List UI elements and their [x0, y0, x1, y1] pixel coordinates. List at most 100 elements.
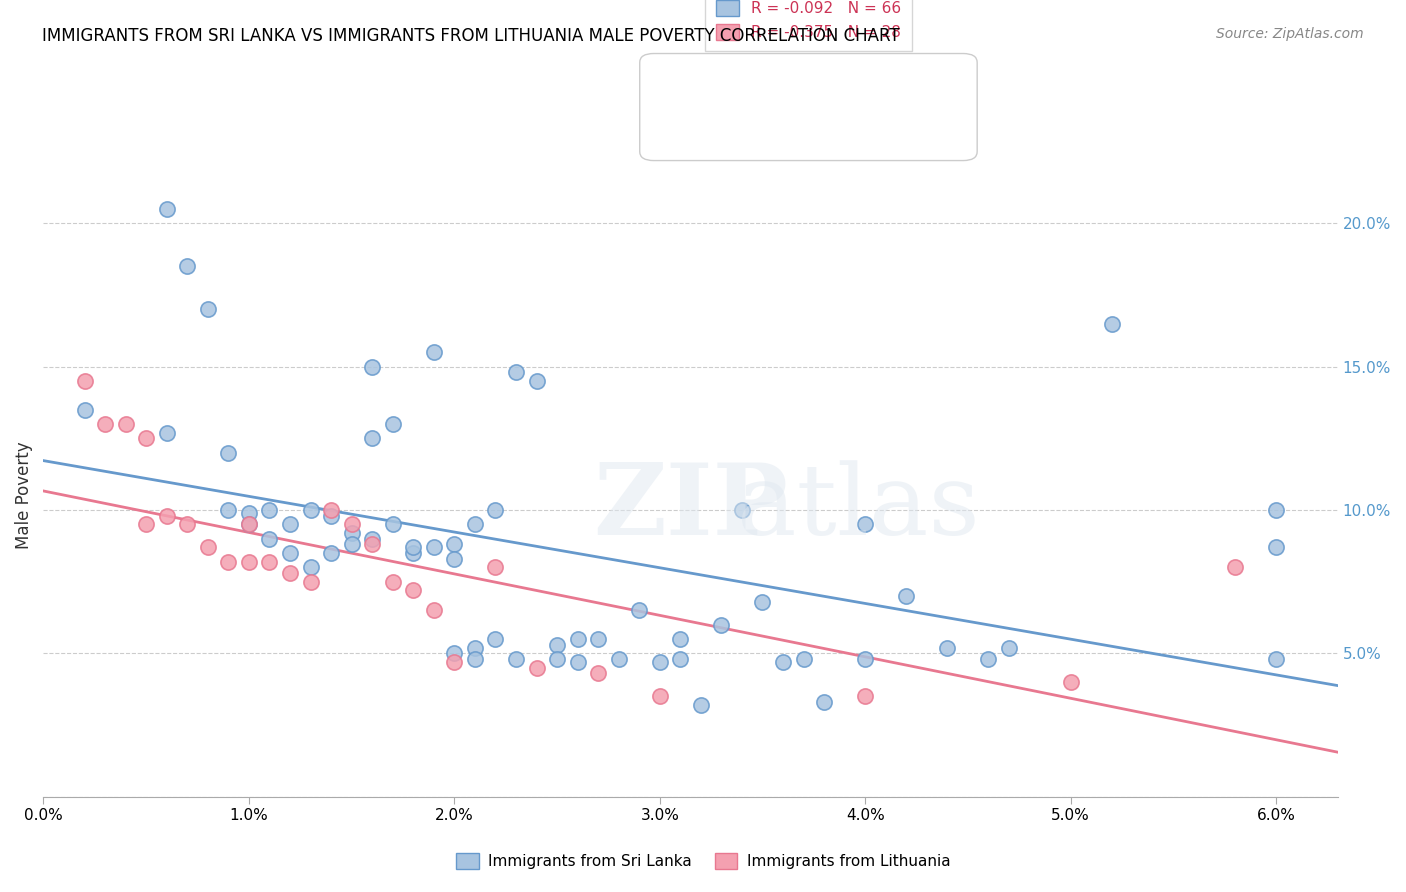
Immigrants from Lithuania: [176, 517, 198, 532]
Immigrants from Sri Lanka: [238, 517, 260, 532]
Immigrants from Sri Lanka: [156, 425, 179, 440]
Immigrants from Sri Lanka: [505, 366, 527, 380]
Immigrants from Sri Lanka: [423, 345, 446, 359]
Immigrants from Lithuania: [1060, 675, 1083, 690]
Immigrants from Lithuania: [197, 541, 219, 555]
Immigrants from Sri Lanka: [73, 402, 96, 417]
Immigrants from Sri Lanka: [340, 525, 363, 540]
Immigrants from Lithuania: [340, 517, 363, 532]
Immigrants from Sri Lanka: [1265, 652, 1288, 666]
Immigrants from Lithuania: [319, 503, 342, 517]
Immigrants from Sri Lanka: [299, 560, 322, 574]
Immigrants from Sri Lanka: [689, 698, 711, 712]
Immigrants from Sri Lanka: [278, 517, 301, 532]
Immigrants from Sri Lanka: [628, 603, 651, 617]
Immigrants from Sri Lanka: [156, 202, 179, 216]
Immigrants from Sri Lanka: [361, 431, 384, 445]
Text: ZIP: ZIP: [593, 459, 787, 557]
Immigrants from Sri Lanka: [484, 503, 506, 517]
Immigrants from Sri Lanka: [176, 260, 198, 274]
Immigrants from Sri Lanka: [567, 632, 589, 646]
Immigrants from Sri Lanka: [299, 503, 322, 517]
Immigrants from Sri Lanka: [402, 541, 425, 555]
Immigrants from Sri Lanka: [259, 503, 281, 517]
Immigrants from Sri Lanka: [443, 551, 465, 566]
Immigrants from Sri Lanka: [977, 652, 1000, 666]
Text: atlas: atlas: [738, 459, 980, 556]
Immigrants from Lithuania: [156, 508, 179, 523]
Immigrants from Sri Lanka: [381, 417, 404, 431]
Immigrants from Sri Lanka: [546, 638, 568, 652]
Immigrants from Sri Lanka: [998, 640, 1021, 655]
Immigrants from Sri Lanka: [793, 652, 815, 666]
Immigrants from Lithuania: [402, 583, 425, 598]
Immigrants from Lithuania: [853, 690, 876, 704]
Immigrants from Sri Lanka: [586, 632, 609, 646]
Immigrants from Sri Lanka: [319, 546, 342, 560]
Immigrants from Lithuania: [114, 417, 136, 431]
Immigrants from Sri Lanka: [217, 503, 239, 517]
Immigrants from Sri Lanka: [710, 617, 733, 632]
Immigrants from Lithuania: [259, 555, 281, 569]
Immigrants from Lithuania: [423, 603, 446, 617]
Immigrants from Lithuania: [299, 574, 322, 589]
Immigrants from Sri Lanka: [607, 652, 630, 666]
Y-axis label: Male Poverty: Male Poverty: [15, 442, 32, 549]
Text: IMMIGRANTS FROM SRI LANKA VS IMMIGRANTS FROM LITHUANIA MALE POVERTY CORRELATION : IMMIGRANTS FROM SRI LANKA VS IMMIGRANTS …: [42, 27, 900, 45]
Immigrants from Sri Lanka: [853, 517, 876, 532]
Immigrants from Lithuania: [238, 555, 260, 569]
Immigrants from Sri Lanka: [423, 541, 446, 555]
Immigrants from Lithuania: [381, 574, 404, 589]
Immigrants from Lithuania: [1223, 560, 1246, 574]
Immigrants from Sri Lanka: [340, 537, 363, 551]
Immigrants from Sri Lanka: [669, 652, 692, 666]
Immigrants from Sri Lanka: [484, 632, 506, 646]
Text: Source: ZipAtlas.com: Source: ZipAtlas.com: [1216, 27, 1364, 41]
Legend: Immigrants from Sri Lanka, Immigrants from Lithuania: Immigrants from Sri Lanka, Immigrants fr…: [450, 847, 956, 875]
Immigrants from Sri Lanka: [381, 517, 404, 532]
Immigrants from Sri Lanka: [361, 359, 384, 374]
Immigrants from Lithuania: [526, 661, 548, 675]
Immigrants from Lithuania: [443, 655, 465, 669]
Immigrants from Sri Lanka: [648, 655, 671, 669]
Immigrants from Sri Lanka: [361, 532, 384, 546]
Immigrants from Lithuania: [238, 517, 260, 532]
Immigrants from Sri Lanka: [278, 546, 301, 560]
Immigrants from Sri Lanka: [197, 302, 219, 317]
Immigrants from Sri Lanka: [464, 640, 486, 655]
Immigrants from Sri Lanka: [443, 646, 465, 660]
Immigrants from Sri Lanka: [546, 652, 568, 666]
Immigrants from Sri Lanka: [526, 374, 548, 388]
Immigrants from Sri Lanka: [567, 655, 589, 669]
Immigrants from Sri Lanka: [217, 445, 239, 459]
Immigrants from Lithuania: [217, 555, 239, 569]
Immigrants from Lithuania: [94, 417, 117, 431]
Immigrants from Sri Lanka: [443, 537, 465, 551]
Immigrants from Sri Lanka: [259, 532, 281, 546]
Immigrants from Sri Lanka: [772, 655, 794, 669]
Immigrants from Lithuania: [361, 537, 384, 551]
Immigrants from Sri Lanka: [896, 589, 918, 603]
Immigrants from Sri Lanka: [1265, 503, 1288, 517]
Immigrants from Sri Lanka: [1101, 317, 1123, 331]
Immigrants from Sri Lanka: [853, 652, 876, 666]
Immigrants from Sri Lanka: [464, 517, 486, 532]
Immigrants from Sri Lanka: [464, 652, 486, 666]
Immigrants from Lithuania: [648, 690, 671, 704]
Immigrants from Lithuania: [278, 566, 301, 580]
Immigrants from Lithuania: [484, 560, 506, 574]
Immigrants from Sri Lanka: [402, 546, 425, 560]
Immigrants from Lithuania: [135, 431, 157, 445]
Immigrants from Sri Lanka: [731, 503, 754, 517]
Immigrants from Sri Lanka: [669, 632, 692, 646]
Immigrants from Sri Lanka: [238, 506, 260, 520]
Immigrants from Sri Lanka: [936, 640, 959, 655]
Immigrants from Lithuania: [135, 517, 157, 532]
Legend: R = -0.092   N = 66, R = -0.375   N = 28: R = -0.092 N = 66, R = -0.375 N = 28: [706, 0, 911, 51]
Immigrants from Lithuania: [586, 666, 609, 681]
Immigrants from Sri Lanka: [751, 595, 773, 609]
Immigrants from Lithuania: [73, 374, 96, 388]
Immigrants from Sri Lanka: [319, 508, 342, 523]
Immigrants from Sri Lanka: [1265, 541, 1288, 555]
Immigrants from Sri Lanka: [813, 695, 835, 709]
